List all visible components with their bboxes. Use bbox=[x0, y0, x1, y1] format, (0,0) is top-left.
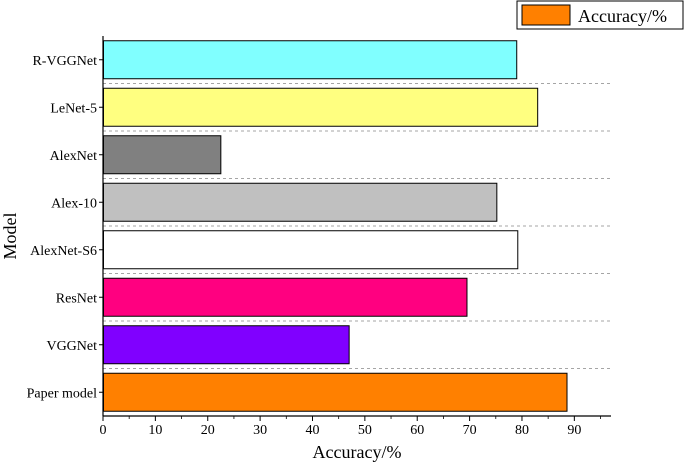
bar-lenet-5 bbox=[103, 87, 539, 127]
y-axis-title: Model bbox=[0, 213, 20, 260]
bars bbox=[103, 40, 568, 412]
y-tick-label: Paper model bbox=[27, 386, 97, 401]
legend-swatch bbox=[521, 4, 571, 26]
x-tick-label: 0 bbox=[100, 423, 107, 438]
y-tick-label: AlexNet-S6 bbox=[30, 244, 97, 259]
x-tick-label: 70 bbox=[463, 423, 477, 438]
y-tick-label: AlexNet bbox=[50, 149, 98, 164]
x-axis: 0 10 20 30 40 50 60 70 80 90 bbox=[100, 416, 601, 438]
y-tick-label: VGGNet bbox=[46, 339, 97, 354]
x-tick-label: 50 bbox=[358, 423, 372, 438]
x-tick-label: 60 bbox=[410, 423, 424, 438]
bar-alex-10 bbox=[103, 182, 498, 222]
x-tick-label: 10 bbox=[148, 423, 162, 438]
x-tick-label: 90 bbox=[567, 423, 581, 438]
x-tick-label: 80 bbox=[515, 423, 529, 438]
bar-vggnet bbox=[103, 325, 350, 365]
y-tick-label: Alex-10 bbox=[51, 196, 97, 211]
legend: Accuracy/% bbox=[516, 0, 684, 30]
y-tick-label: LeNet-5 bbox=[50, 101, 97, 116]
gridlines bbox=[103, 83, 611, 369]
x-tick-label: 30 bbox=[253, 423, 267, 438]
legend-label: Accuracy/% bbox=[578, 6, 667, 26]
bar-paper-model bbox=[103, 372, 568, 412]
y-tick-label: ResNet bbox=[56, 291, 97, 306]
x-tick-label: 40 bbox=[305, 423, 319, 438]
bar-alexnet bbox=[103, 135, 222, 175]
y-tick-label: R-VGGNet bbox=[32, 54, 97, 69]
y-tick-labels: R-VGGNet LeNet-5 AlexNet Alex-10 AlexNet-S6 R… bbox=[27, 54, 103, 401]
bar-alexnet-s6 bbox=[103, 230, 519, 270]
x-tick-label: 20 bbox=[201, 423, 215, 438]
bar-r-vggnet bbox=[103, 40, 518, 80]
bar-resnet bbox=[103, 277, 468, 317]
x-axis-title: Accuracy/% bbox=[313, 442, 402, 462]
